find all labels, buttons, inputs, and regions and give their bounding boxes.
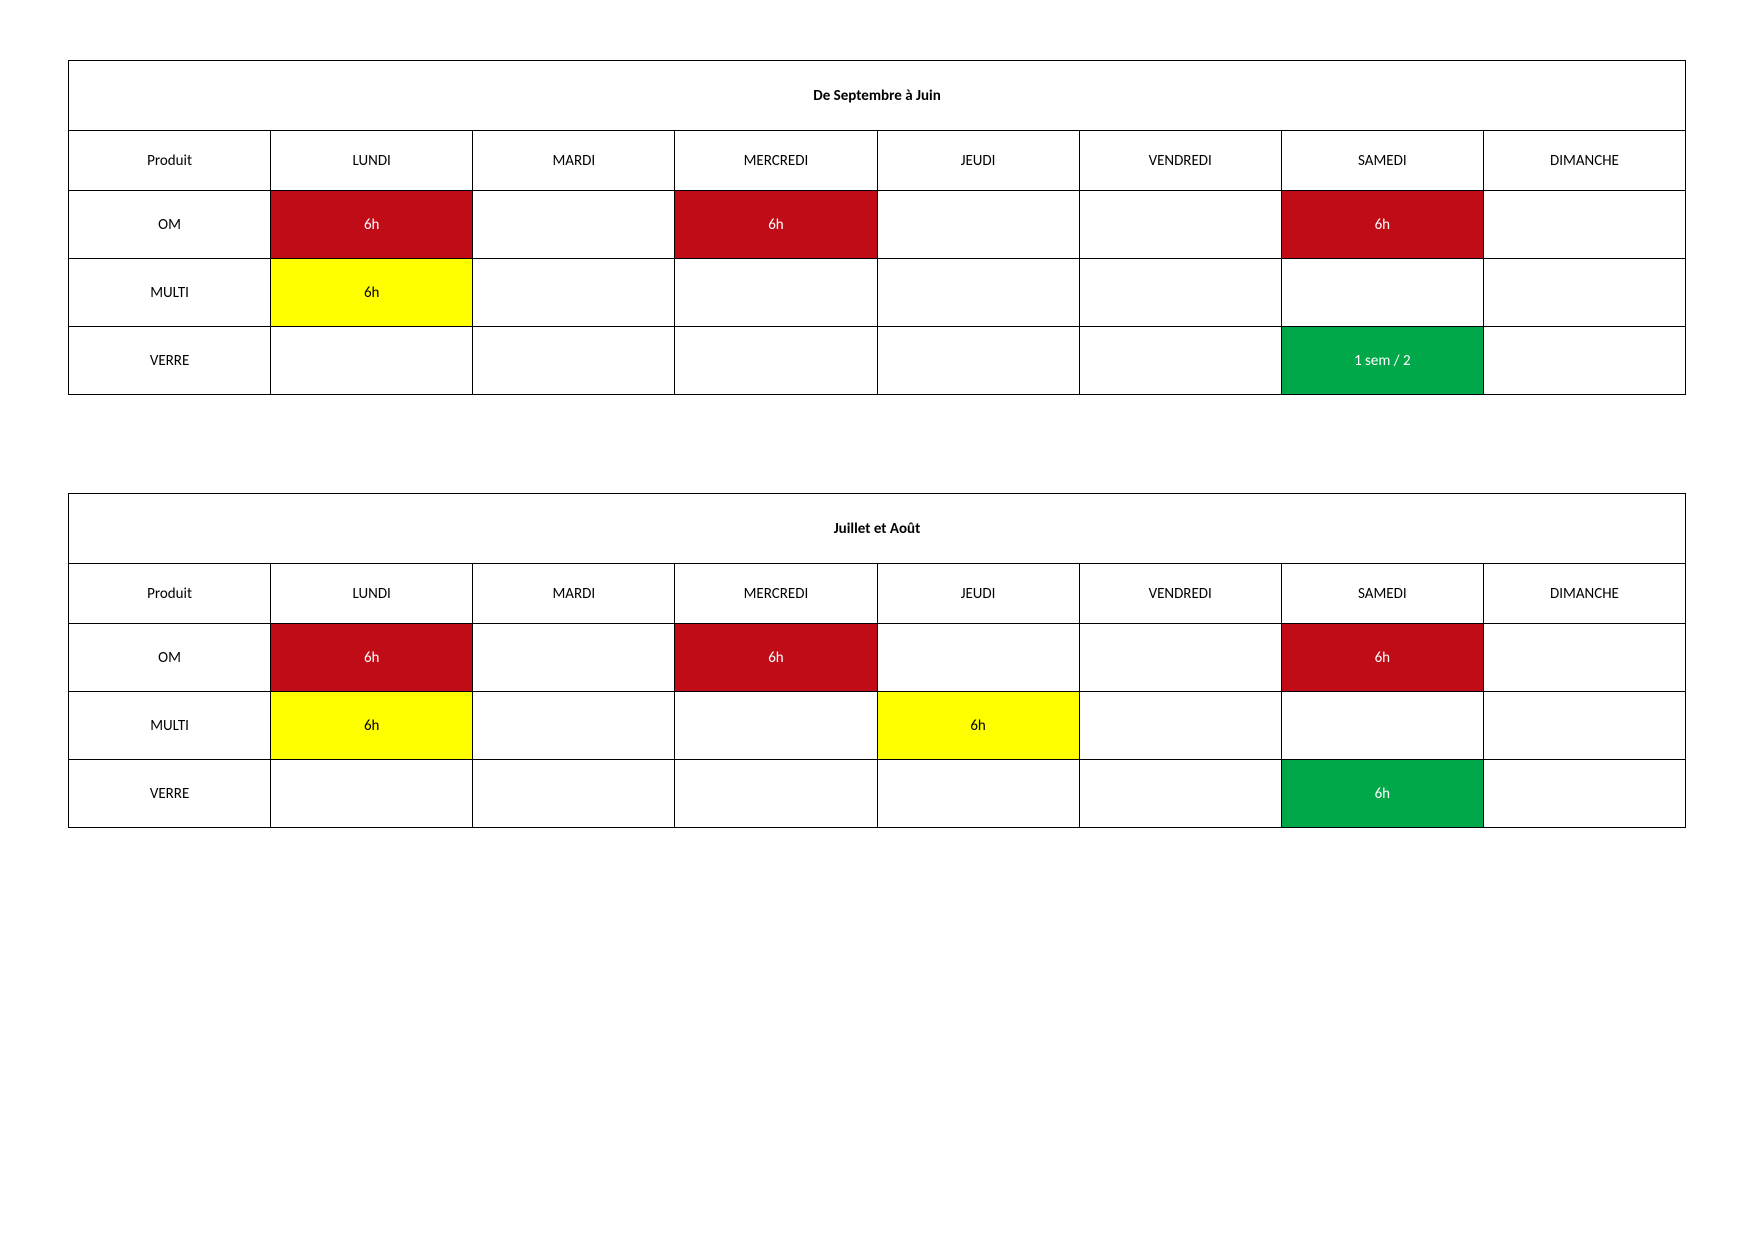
schedule-cell [1079, 760, 1281, 828]
table-gap [68, 395, 1686, 493]
column-header: MARDI [473, 564, 675, 624]
column-header: JEUDI [877, 564, 1079, 624]
schedule-cell: 6h [271, 624, 473, 692]
schedule-cell: 6h [271, 259, 473, 327]
column-header: SAMEDI [1281, 564, 1483, 624]
column-header: VENDREDI [1079, 564, 1281, 624]
schedule-cell: 6h [1281, 760, 1483, 828]
column-header: DIMANCHE [1483, 564, 1685, 624]
schedule-cell [1281, 692, 1483, 760]
column-header: LUNDI [271, 131, 473, 191]
schedule-cell: 6h [675, 624, 877, 692]
schedule-container: De Septembre à JuinProduitLUNDIMARDIMERC… [68, 60, 1686, 828]
schedule-cell [877, 259, 1079, 327]
table-title: De Septembre à Juin [69, 61, 1686, 131]
column-header: MERCREDI [675, 131, 877, 191]
table-row: MULTI6h [69, 259, 1686, 327]
schedule-cell [473, 760, 675, 828]
schedule-cell [1079, 191, 1281, 259]
table-row: OM6h6h6h [69, 624, 1686, 692]
table-row: OM6h6h6h [69, 191, 1686, 259]
column-header: SAMEDI [1281, 131, 1483, 191]
row-label: OM [69, 191, 271, 259]
schedule-cell [1079, 692, 1281, 760]
schedule-cell [1483, 191, 1685, 259]
schedule-cell [1483, 692, 1685, 760]
schedule-cell [675, 692, 877, 760]
schedule-cell [877, 191, 1079, 259]
table-row: VERRE 6h [69, 760, 1686, 828]
schedule-cell: 6h [877, 692, 1079, 760]
column-header: MARDI [473, 131, 675, 191]
schedule-cell: 6h [271, 692, 473, 760]
schedule-cell: 6h [1281, 624, 1483, 692]
table-title: Juillet et Août [69, 494, 1686, 564]
schedule-cell [271, 327, 473, 395]
schedule-cell [1483, 760, 1685, 828]
schedule-cell [877, 327, 1079, 395]
column-header: Produit [69, 564, 271, 624]
column-header: JEUDI [877, 131, 1079, 191]
schedule-cell [1483, 259, 1685, 327]
row-label: OM [69, 624, 271, 692]
schedule-cell [473, 327, 675, 395]
schedule-table-1: Juillet et AoûtProduitLUNDIMARDIMERCREDI… [68, 493, 1686, 828]
schedule-cell [675, 327, 877, 395]
row-label: MULTI [69, 692, 271, 760]
schedule-cell [473, 259, 675, 327]
schedule-cell: 6h [675, 191, 877, 259]
schedule-cell [1079, 624, 1281, 692]
table-row: VERRE 1 sem / 2 [69, 327, 1686, 395]
column-header: Produit [69, 131, 271, 191]
column-header: MERCREDI [675, 564, 877, 624]
schedule-cell [473, 692, 675, 760]
schedule-cell [1281, 259, 1483, 327]
schedule-cell: 6h [1281, 191, 1483, 259]
schedule-cell: 1 sem / 2 [1281, 327, 1483, 395]
schedule-cell [1483, 327, 1685, 395]
column-header: LUNDI [271, 564, 473, 624]
row-label: VERRE [69, 327, 271, 395]
schedule-cell [1079, 259, 1281, 327]
column-header: VENDREDI [1079, 131, 1281, 191]
schedule-cell [1483, 624, 1685, 692]
schedule-cell [877, 760, 1079, 828]
schedule-cell [271, 760, 473, 828]
schedule-cell [1079, 327, 1281, 395]
schedule-cell [877, 624, 1079, 692]
table-row: MULTI6h6h [69, 692, 1686, 760]
schedule-cell [675, 760, 877, 828]
schedule-table-0: De Septembre à JuinProduitLUNDIMARDIMERC… [68, 60, 1686, 395]
schedule-cell [473, 191, 675, 259]
row-label: VERRE [69, 760, 271, 828]
schedule-cell [675, 259, 877, 327]
schedule-cell [473, 624, 675, 692]
row-label: MULTI [69, 259, 271, 327]
column-header: DIMANCHE [1483, 131, 1685, 191]
schedule-cell: 6h [271, 191, 473, 259]
